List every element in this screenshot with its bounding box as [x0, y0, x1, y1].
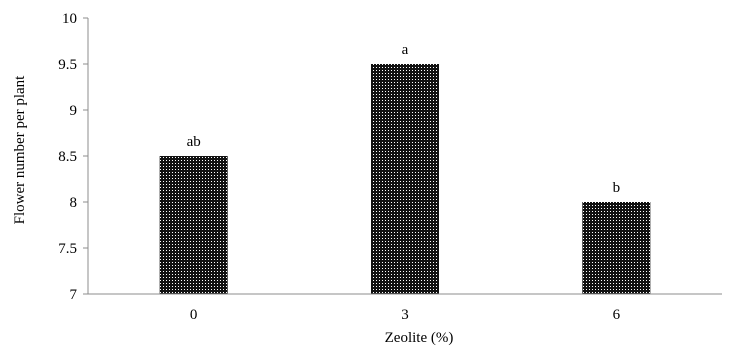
x-axis-ticks: 0 3 6: [190, 307, 621, 323]
x-tick-label: 0: [190, 307, 198, 323]
y-tick-label: 7.5: [58, 241, 77, 257]
y-tick-label: 9: [70, 103, 78, 119]
bar-data-label: b: [613, 180, 621, 196]
bar-zeolite-3: [371, 64, 439, 294]
x-tick-label: 3: [401, 307, 409, 323]
bar-zeolite-6: [582, 202, 651, 294]
y-tick-label: 8: [70, 195, 78, 211]
y-tick-label: 7: [70, 287, 78, 303]
y-tick-label: 8.5: [58, 149, 77, 165]
bar-zeolite-0: [159, 156, 228, 294]
x-tick-label: 6: [613, 307, 621, 323]
y-axis-title: Flower number per plant: [12, 75, 28, 225]
y-axis-ticks: 7 7.5 8 8.5 9 9.5 10: [58, 11, 88, 303]
bar-data-label: a: [402, 42, 409, 58]
y-tick-label: 9.5: [58, 57, 77, 73]
bar-data-label: ab: [187, 134, 201, 150]
x-axis-title: Zeolite (%): [385, 330, 454, 346]
y-tick-label: 10: [62, 11, 77, 27]
